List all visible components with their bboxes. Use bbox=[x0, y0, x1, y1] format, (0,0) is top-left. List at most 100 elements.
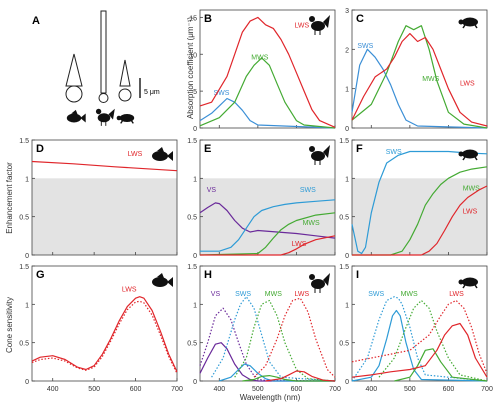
fish-icon bbox=[152, 147, 173, 161]
series-label-sws: SWS bbox=[386, 149, 402, 156]
xlabel-wavelength: Wavelength (nm) bbox=[240, 393, 301, 402]
x-tick-label: 700 bbox=[171, 386, 183, 393]
series-label-lws: LWS bbox=[449, 291, 464, 298]
turtle-icon bbox=[458, 17, 478, 29]
series-label-vs: VS bbox=[207, 187, 217, 194]
y-tick-label: 1 bbox=[345, 176, 349, 183]
x-tick-label: 600 bbox=[443, 386, 455, 393]
ylabel-cone-sensitivity: Cone sensitivity bbox=[5, 297, 14, 353]
series-label-vs: VS bbox=[211, 291, 221, 298]
y-tick-label: 1 bbox=[345, 87, 349, 94]
series-label-lws: LWS bbox=[460, 81, 475, 88]
panel-d: D 0 0.5 1 1.5 LWS bbox=[19, 138, 178, 260]
ylabel-absorption: Absorption coefficient (μm⁻¹) bbox=[186, 17, 195, 119]
x-tick-label: 700 bbox=[329, 386, 341, 393]
panel-i: I 0 0.5 1 1.5 400 500 600 700 SWS MWS LWS bbox=[339, 264, 493, 393]
series-line-lws bbox=[31, 300, 178, 374]
y-tick-label: 15 bbox=[189, 15, 197, 22]
x-tick-label: 400 bbox=[365, 386, 377, 393]
x-tick-label: 400 bbox=[47, 386, 59, 393]
y-tick-label: 0 bbox=[25, 379, 29, 386]
series-label-mws: MWS bbox=[251, 55, 268, 62]
series-label-mws: MWS bbox=[265, 291, 282, 298]
panel-h: H 0 0.5 1 1.5 400 500 600 700 VS SWS MWS LWS bbox=[187, 264, 341, 393]
y-tick-label: 0.5 bbox=[187, 215, 197, 222]
series-line-lws bbox=[265, 370, 336, 382]
shaded-region bbox=[200, 178, 335, 255]
series-line-lws bbox=[352, 185, 488, 256]
series-label-sws: SWS bbox=[300, 187, 316, 194]
series-line-sws bbox=[351, 296, 488, 382]
series-line-lws bbox=[31, 160, 178, 172]
series-line-sws bbox=[351, 309, 488, 382]
series-line-mws bbox=[242, 375, 335, 382]
series-line-sws bbox=[200, 199, 336, 252]
fish-cone-oil-droplet bbox=[65, 85, 83, 103]
y-tick-label: 1 bbox=[25, 302, 29, 309]
series-label-sws: SWS bbox=[357, 43, 373, 50]
series-label-sws: SWS bbox=[235, 291, 251, 298]
series-line-sws bbox=[351, 150, 488, 255]
series-line-sws bbox=[351, 48, 488, 129]
y-tick-label: 1 bbox=[25, 176, 29, 183]
y-tick-label: 1 bbox=[345, 302, 349, 309]
series-label-lws: LWS bbox=[295, 23, 310, 30]
y-tick-label: 0 bbox=[193, 253, 197, 260]
panel-label-h: H bbox=[204, 269, 212, 281]
x-tick-label: 700 bbox=[481, 386, 493, 393]
series-line-mws bbox=[351, 25, 488, 129]
fish-cone-outer-segment bbox=[65, 53, 83, 87]
series-line-vs bbox=[199, 307, 336, 382]
rooster-icon bbox=[95, 108, 115, 126]
panel-g: G 0 0.5 1 1.5 400 500 600 700 LWS bbox=[19, 264, 183, 393]
series-line-mws bbox=[378, 299, 488, 382]
y-tick-label: 1.5 bbox=[19, 138, 29, 145]
x-tick-label: 500 bbox=[88, 386, 100, 393]
series-line-lws bbox=[351, 32, 488, 127]
shaded-region bbox=[352, 178, 487, 255]
y-tick-label: 1.5 bbox=[339, 264, 349, 271]
series-label-sws: SWS bbox=[368, 291, 384, 298]
turtle-cone-outer-segment bbox=[119, 59, 131, 87]
series-line-lws bbox=[253, 297, 336, 378]
series-label-mws: MWS bbox=[463, 186, 480, 193]
plot-frame bbox=[31, 265, 178, 382]
series-line-mws bbox=[394, 348, 488, 382]
chicken-cone-outer-segment bbox=[100, 10, 107, 94]
y-tick-label: 1 bbox=[193, 176, 197, 183]
y-tick-label: 10 bbox=[189, 52, 197, 59]
y-tick-label: 0 bbox=[345, 379, 349, 386]
panel-b: B 0 5 10 15 SWS MWS LWS bbox=[189, 9, 336, 133]
series-line-mws bbox=[352, 166, 488, 256]
y-tick-label: 0 bbox=[193, 379, 197, 386]
y-tick-label: 1 bbox=[193, 302, 197, 309]
y-tick-label: 0.5 bbox=[339, 215, 349, 222]
series-label-lws: LWS bbox=[292, 241, 307, 248]
y-tick-label: 0.5 bbox=[19, 215, 29, 222]
shaded-region bbox=[32, 178, 177, 255]
y-tick-label: 0.5 bbox=[187, 341, 197, 348]
series-line-lws bbox=[200, 235, 336, 256]
panel-e: E 0 0.5 1 1.5 VS SWS MWS LWS bbox=[187, 138, 336, 260]
panel-label-g: G bbox=[36, 269, 45, 281]
x-tick-label: 600 bbox=[291, 386, 303, 393]
fish-icon bbox=[66, 109, 86, 123]
series-line-mws bbox=[199, 212, 336, 256]
chicken-cone-oil-droplet bbox=[98, 93, 109, 103]
rooster-icon bbox=[309, 15, 330, 35]
panel-a-photoreceptors: A 5 μm bbox=[32, 10, 160, 126]
rooster-icon bbox=[309, 145, 330, 165]
turtle-cone-oil-droplet bbox=[118, 88, 132, 102]
plot-frame bbox=[199, 9, 336, 129]
plot-frame bbox=[31, 139, 178, 256]
y-tick-label: 1.5 bbox=[339, 138, 349, 145]
y-tick-label: 0 bbox=[345, 253, 349, 260]
series-label-mws: MWS bbox=[401, 291, 418, 298]
series-label-lws: LWS bbox=[122, 286, 137, 293]
rooster-icon bbox=[309, 273, 330, 293]
fish-icon bbox=[152, 273, 173, 287]
series-label-mws: MWS bbox=[422, 76, 439, 83]
x-tick-label: 600 bbox=[130, 386, 142, 393]
series-label-mws: MWS bbox=[303, 220, 320, 227]
